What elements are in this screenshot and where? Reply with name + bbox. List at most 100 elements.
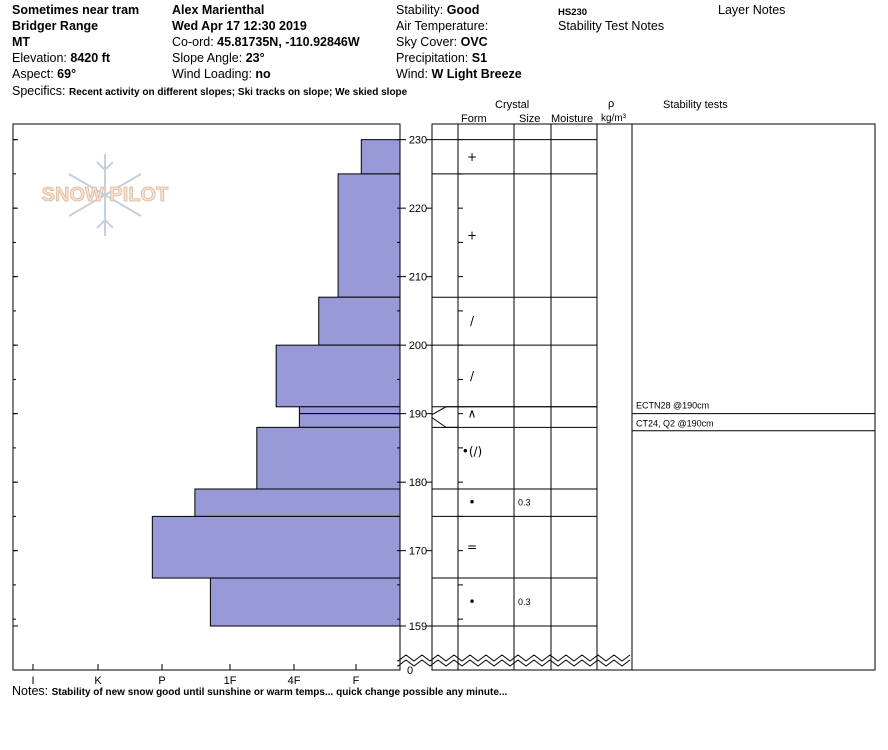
hardness-scale-label: K xyxy=(94,675,102,687)
range: Bridger Range xyxy=(12,19,99,33)
observer: Alex Marienthal xyxy=(172,3,265,17)
stability-notes-heading: Stability Test Notes xyxy=(558,19,665,33)
axis-break xyxy=(397,654,631,662)
notes-label: Notes: xyxy=(12,684,49,698)
aspect: Aspect: 69° xyxy=(12,67,76,82)
height-tick-label: 230 xyxy=(409,135,427,147)
hs-total: HS230 xyxy=(558,7,588,18)
hardness-bar xyxy=(360,139,401,175)
crystal-size: 0.3 xyxy=(518,498,531,508)
axis-labels: 230 220 210 200 190 180 170 159 0 I K P 1F 4F F xyxy=(13,135,463,687)
sky-cover: Sky Cover: OVC xyxy=(396,35,488,50)
hardness-bar xyxy=(298,413,401,428)
aspect-value: 69° xyxy=(57,67,77,81)
crystal-form: + xyxy=(467,229,477,243)
coord-label: Co-ord: xyxy=(172,35,214,49)
notes: Notes: Stability of new snow good until … xyxy=(12,684,507,700)
stability-tests-header: Stability tests xyxy=(663,99,728,111)
aspect-label: Aspect: xyxy=(12,67,54,81)
hardness-scale-label: P xyxy=(158,675,165,687)
snowpilot-logo: SNOW PILOT xyxy=(41,154,169,236)
slope-label: Slope Angle: xyxy=(172,51,243,65)
stability-test-label: CT24, Q2 @190cm xyxy=(636,419,714,429)
hardness-scale-label: I xyxy=(31,675,34,687)
sky-value: OVC xyxy=(460,35,488,49)
height-tick-label: 190 xyxy=(409,409,427,421)
hardness-bar xyxy=(151,515,401,579)
stability-value: Good xyxy=(446,3,480,17)
elevation-label: Elevation: xyxy=(12,51,67,65)
crystal-size: 0.3 xyxy=(518,597,531,607)
elevation-value: 8420 ft xyxy=(70,51,110,65)
elevation: Elevation: 8420 ft xyxy=(12,51,110,66)
location: Sometimes near tram xyxy=(12,3,140,17)
wind-value: W Light Breeze xyxy=(431,67,522,81)
snowflake-icon xyxy=(68,154,142,236)
hardness-bar xyxy=(209,577,401,627)
rho-header: ρ xyxy=(608,98,615,110)
specifics-label: Specifics: xyxy=(12,84,66,98)
hardness-bar xyxy=(318,296,401,346)
hardness-bars xyxy=(151,139,401,627)
coord-value: 45.81735N, -110.92846W xyxy=(217,35,360,49)
crystal-form: / xyxy=(470,369,475,383)
datetime: Wed Apr 17 12:30 2019 xyxy=(172,19,307,33)
size-header: Size xyxy=(519,113,541,125)
wind-loading-label: Wind Loading: xyxy=(172,67,252,81)
hardness-bar xyxy=(337,173,401,298)
sky-label: Sky Cover: xyxy=(396,35,458,49)
height-tick-label: 200 xyxy=(409,340,427,352)
coordinates: Co-ord: 45.81735N, -110.92846W xyxy=(172,35,360,50)
hardness-scale-label: 4F xyxy=(288,675,301,687)
crystal-form: • xyxy=(468,496,475,510)
crystal-form: ∧ xyxy=(468,407,477,421)
crystal-header: Crystal xyxy=(495,99,530,111)
axis-break xyxy=(397,659,631,667)
air-temperature: Air Temperature: xyxy=(396,19,489,33)
connector xyxy=(431,417,458,428)
height-tick-label: 170 xyxy=(409,546,427,558)
height-tick-label: 220 xyxy=(409,203,427,215)
hardness-bar xyxy=(194,488,401,517)
form-header: Form xyxy=(461,113,487,125)
stability: Stability: Good xyxy=(396,3,479,18)
hardness-bar xyxy=(298,406,401,415)
specifics-value: Recent activity on different slopes; Ski… xyxy=(68,87,408,98)
crystal-form: / xyxy=(470,314,475,328)
precip-value: S1 xyxy=(471,51,488,65)
specifics: Specifics: Recent activity on different … xyxy=(12,84,407,100)
layer-notes-heading: Layer Notes xyxy=(718,3,786,17)
moisture-header: Moisture xyxy=(551,113,594,125)
wind-loading-value: no xyxy=(255,67,271,81)
wind-loading: Wind Loading: no xyxy=(172,67,271,82)
layer-grid: + + / / ∧ •(/) • 0.3 = • 0.3 ECTN28 @190cm CT24, Q2 … xyxy=(397,139,875,667)
notes-value: Stability of new snow good until sunshin… xyxy=(51,687,508,698)
connector xyxy=(431,406,458,416)
hardness-scale-label: 1F xyxy=(224,675,237,687)
height-tick-label: 210 xyxy=(409,272,427,284)
hardness-bar xyxy=(275,344,401,408)
stability-test-label: ECTN28 @190cm xyxy=(636,401,709,411)
crystal-form: + xyxy=(467,150,477,164)
hardness-scale-label: F xyxy=(353,675,360,687)
precipitation: Precipitation: S1 xyxy=(396,51,487,66)
state: MT xyxy=(12,35,31,49)
wind-label: Wind: xyxy=(396,67,428,81)
height-tick-label: 159 xyxy=(409,621,427,633)
crystal-form: • xyxy=(468,595,475,609)
wind: Wind: W Light Breeze xyxy=(396,67,522,82)
stability-label: Stability: xyxy=(396,3,444,17)
slope-value: 23° xyxy=(245,51,265,65)
chart-frames xyxy=(12,123,876,671)
density-unit-header: kg/m³ xyxy=(601,113,626,124)
hardness-bar xyxy=(256,426,401,490)
crystal-form: = xyxy=(467,540,477,554)
stability-frame xyxy=(631,123,876,671)
height-zero-label: 0 xyxy=(407,665,413,677)
height-tick-label: 180 xyxy=(409,477,427,489)
watermark-text: SNOW PILOT xyxy=(42,184,169,206)
slope-angle: Slope Angle: 23° xyxy=(172,51,265,66)
layer-frame xyxy=(431,123,633,671)
crystal-form: •(/) xyxy=(462,444,482,458)
